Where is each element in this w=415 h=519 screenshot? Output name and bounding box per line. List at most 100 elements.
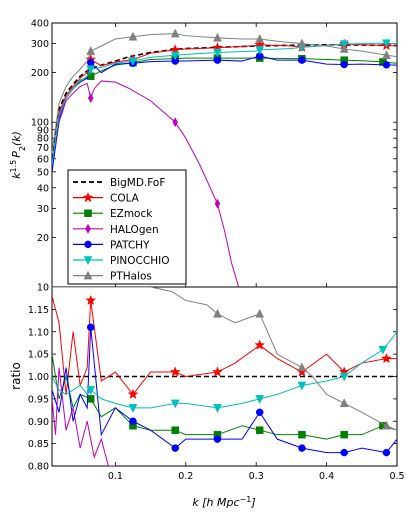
data-point-cola xyxy=(381,352,392,364)
bottom-y-tick-label: 1.10 xyxy=(28,327,49,338)
data-point-patchy xyxy=(298,56,306,64)
legend-marker-halogen xyxy=(85,223,91,234)
top-y-tick-label: 50 xyxy=(37,167,49,178)
top-y-tick-label: 40 xyxy=(37,183,49,194)
data-point-patchy xyxy=(213,435,222,443)
bottom-y-tick-label: 1.00 xyxy=(28,372,49,383)
data-point-pthalos xyxy=(86,46,96,55)
legend-label-bigmd-fof: BigMD.FoF xyxy=(110,177,165,189)
top-ylabel-exponent: 1.5 xyxy=(9,160,18,173)
bottom-y-tick-label: 0.90 xyxy=(28,417,49,428)
legend: BigMD.FoF COLA EZmock HALOgen PATCHY PINOCCHI… xyxy=(67,169,187,285)
series-line-ezmock xyxy=(52,354,397,440)
legend-label-halogen: HALOgen xyxy=(110,224,159,236)
data-point-pthalos xyxy=(382,420,391,430)
x-tick-label: 0.2 xyxy=(178,471,193,482)
legend-entry-pthalos: PTHalos xyxy=(73,270,152,283)
data-point-pinocchio xyxy=(128,57,138,67)
series-bigmd-fof xyxy=(52,43,397,159)
legend-entry-patchy: PATCHY xyxy=(73,239,150,251)
data-point-pinocchio xyxy=(128,404,138,413)
data-point-patchy xyxy=(213,56,222,64)
top-y-tick-label: 90 xyxy=(37,125,49,136)
series-pthalos xyxy=(52,287,397,431)
data-point-pinocchio xyxy=(213,404,222,413)
top-ylabel-p: P xyxy=(10,151,23,158)
x-tick-label: 0.3 xyxy=(249,471,264,482)
data-point-pthalos xyxy=(297,38,307,48)
legend-entry-pinocchio: PINOCCHIO xyxy=(73,255,169,267)
data-point-cola xyxy=(254,339,266,350)
series-patchy xyxy=(52,323,397,457)
xlabel-main: k [h Mpc xyxy=(192,496,239,509)
data-point-patchy xyxy=(255,408,264,417)
x-tick-label: 0.4 xyxy=(319,471,334,482)
top-y-tick-label: 10 xyxy=(37,283,49,294)
bottom-series xyxy=(52,287,397,466)
top-y-axis-label: k1.5 P2(k) xyxy=(9,131,27,179)
top-y-tick-label: 200 xyxy=(31,68,49,79)
data-point-patchy xyxy=(298,444,306,452)
data-point-patchy xyxy=(86,58,95,67)
x-tick-label: 0.5 xyxy=(389,471,404,482)
data-point-halogen xyxy=(172,117,179,128)
top-y-tick-label: 400 xyxy=(31,19,49,30)
series-pinocchio xyxy=(52,331,397,413)
data-point-pinocchio xyxy=(378,345,388,355)
data-point-halogen xyxy=(214,198,221,209)
data-point-pthalos xyxy=(213,308,222,318)
data-point-pinocchio xyxy=(382,39,391,49)
data-point-pinocchio xyxy=(86,65,96,75)
data-point-pthalos xyxy=(213,32,222,42)
data-point-cola xyxy=(169,366,181,377)
data-point-pinocchio xyxy=(339,372,349,382)
top-y-tick-label: 80 xyxy=(37,134,49,145)
top-series xyxy=(52,28,397,287)
xlabel-exponent: −1 xyxy=(240,495,252,504)
bottom-y-axis-label: ratio xyxy=(9,362,23,390)
series-line-ezmock xyxy=(52,57,397,166)
bottom-y-tick-label: 1.15 xyxy=(28,305,49,316)
legend-label-cola: COLA xyxy=(110,193,140,205)
data-point-pthalos xyxy=(339,398,349,408)
data-point-patchy xyxy=(382,61,391,69)
data-point-ezmock xyxy=(171,426,179,434)
data-point-pthalos xyxy=(128,31,138,41)
xlabel-tail: ] xyxy=(250,496,255,509)
series-line-cola xyxy=(52,295,397,396)
top-ylabel-tail: (k) xyxy=(10,131,23,146)
series-cola xyxy=(52,294,397,400)
data-point-patchy xyxy=(86,323,95,332)
top-y-tick-label: 20 xyxy=(37,233,49,244)
series-line-bigmd-fof xyxy=(52,43,397,159)
bottom-y-tick-label: 0.85 xyxy=(28,439,49,450)
data-point-ezmock xyxy=(340,430,348,439)
series-line-patchy xyxy=(52,55,397,172)
top-y-tick-label: 60 xyxy=(37,154,49,165)
series-pthalos xyxy=(52,28,397,154)
data-point-halogen xyxy=(87,93,94,104)
data-point-pinocchio xyxy=(86,386,96,395)
data-point-pinocchio xyxy=(170,51,180,61)
top-ylabel-subscript: 2 xyxy=(18,146,27,151)
legend-entries: BigMD.FoF COLA EZmock HALOgen PATCHY PINOCCHI… xyxy=(73,177,169,283)
legend-label-pthalos: PTHalos xyxy=(110,271,152,283)
bottom-y-tick-label: 1.05 xyxy=(28,350,49,361)
legend-label-ezmock: EZmock xyxy=(110,208,153,220)
data-point-pthalos xyxy=(170,28,180,38)
series-halogen xyxy=(52,367,116,466)
bottom-y-tick-label: 0.95 xyxy=(28,394,49,405)
legend-entry-ezmock: EZmock xyxy=(73,208,153,220)
legend-label-pinocchio: PINOCCHIO xyxy=(110,255,169,267)
data-point-cola xyxy=(85,294,97,306)
legend-entry-bigmd-fof: BigMD.FoF xyxy=(73,177,165,189)
series-ezmock xyxy=(52,354,397,440)
data-point-ezmock xyxy=(298,430,306,439)
data-point-pthalos xyxy=(382,50,391,59)
data-point-pinocchio xyxy=(213,48,222,58)
data-point-pinocchio xyxy=(170,399,180,409)
data-point-pinocchio xyxy=(255,395,265,404)
bottom-y-tick-label: 0.80 xyxy=(28,462,49,473)
